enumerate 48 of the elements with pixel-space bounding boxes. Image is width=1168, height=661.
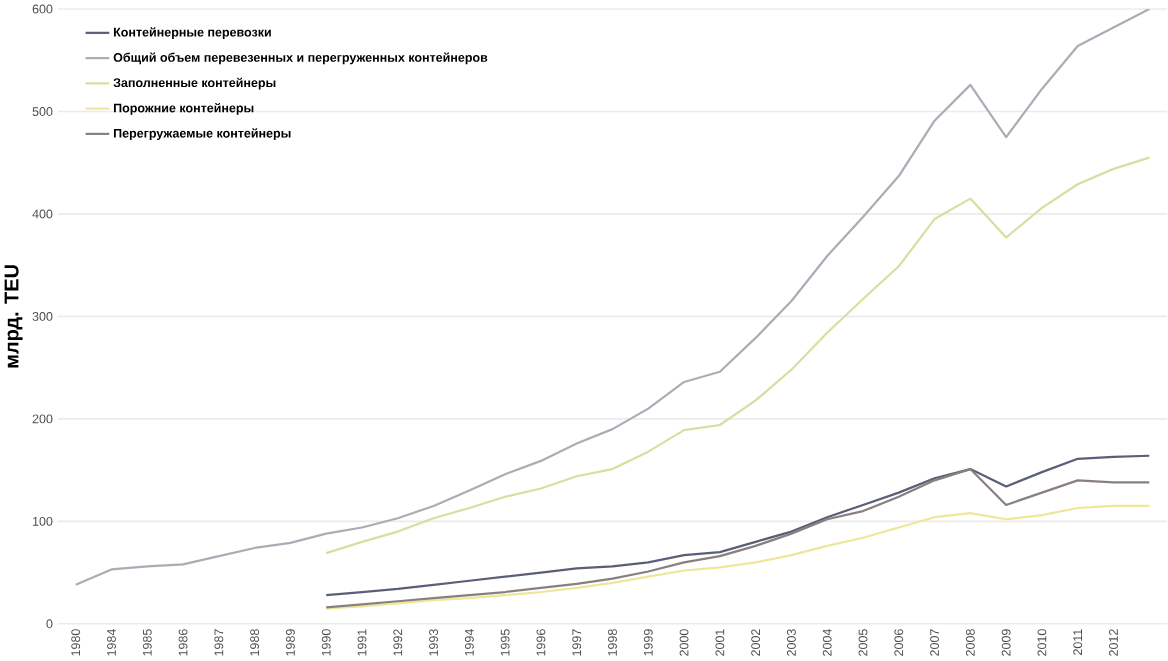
x-tick-label: 1984	[107, 629, 116, 656]
x-tick-label: 2008	[965, 629, 975, 656]
x-tick-label: 1990	[321, 629, 331, 656]
x-tick-label: 2004	[822, 629, 832, 656]
x-tick-label: 2011	[1073, 629, 1083, 655]
y-tick-label: 400	[32, 209, 53, 219]
line-series	[325, 467, 1151, 609]
line-series	[325, 454, 1151, 597]
y-tick-label: 300	[32, 311, 53, 321]
x-tick-label: 1986	[178, 629, 188, 656]
x-tick-label: 2012	[1109, 629, 1118, 656]
x-tick-label: 1994	[464, 629, 474, 656]
legend-label: Общий объем перевезенных и перегруженных контейнеров	[113, 52, 488, 65]
legend-label: Контейнерные перевозки	[113, 27, 271, 40]
x-tick-label: 1988	[250, 629, 260, 656]
x-tick-label: 2007	[930, 629, 939, 656]
line-series	[74, 8, 1151, 586]
y-tick-label: 100	[33, 516, 53, 526]
x-tick-label: 1980	[71, 629, 81, 656]
x-tick-label: 2006	[894, 629, 904, 656]
x-tick-label: 2003	[786, 629, 796, 656]
x-tick-label: 1991	[357, 629, 367, 656]
x-tick-label: 2005	[858, 629, 868, 656]
x-tick-label: 2000	[679, 629, 689, 656]
x-tick-label: 2001	[715, 629, 725, 656]
y-tick-label: 500	[32, 107, 53, 116]
legend-label: Заполненные контейнеры	[113, 77, 276, 90]
line-series	[325, 504, 1151, 610]
legend-label: Порожние контейнеры	[113, 102, 254, 115]
x-tick-label: 1992	[393, 629, 403, 656]
x-tick-label: 1999	[643, 629, 653, 656]
x-tick-label: 1993	[429, 629, 438, 656]
x-tick-label: 2002	[751, 629, 761, 656]
x-tick-label: 1985	[142, 629, 152, 656]
x-tick-label: 1997	[572, 629, 582, 656]
y-tick-label: 200	[32, 414, 53, 424]
x-tick-label: 2010	[1037, 629, 1047, 656]
x-tick-label: 2009	[1001, 629, 1011, 656]
x-tick-label: 1996	[536, 629, 546, 656]
x-tick-label: 1989	[286, 629, 295, 656]
y-tick-label: 0	[46, 619, 53, 629]
line-series	[325, 156, 1151, 555]
x-tick-label: 1998	[608, 629, 617, 656]
x-tick-label: 1987	[214, 629, 224, 656]
y-axis-title: млрд. TEU	[4, 265, 23, 368]
y-tick-label: 600	[32, 4, 53, 14]
x-tick-label: 1995	[500, 629, 510, 656]
legend-label: Перегружаемые контейнеры	[113, 128, 291, 141]
